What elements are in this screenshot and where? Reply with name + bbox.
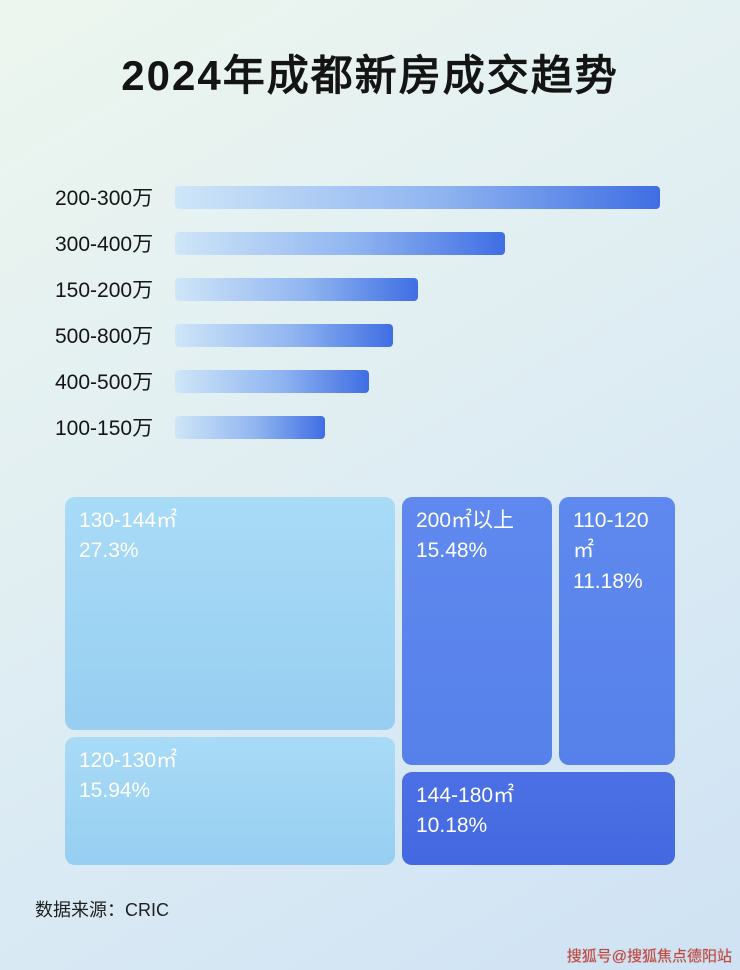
tile-value: 27.3% xyxy=(79,539,139,563)
bar-row: 400-500万 xyxy=(55,358,685,404)
page-title: 2024年成都新房成交趋势 xyxy=(121,52,619,99)
tile-value: 11.18% xyxy=(573,569,643,593)
treemap-tile-130-144: 130-144㎡ 27.3% xyxy=(65,497,395,730)
bar-category-label: 100-150万 xyxy=(55,417,154,440)
bar xyxy=(175,369,369,393)
tile-label: 110-120㎡ xyxy=(573,509,649,563)
tile-label: 120-130㎡ xyxy=(79,749,178,772)
bar-track xyxy=(175,415,660,439)
bar-track xyxy=(175,231,660,255)
treemap-tile-200plus: 200㎡以上 15.48% xyxy=(402,497,552,765)
bar-row: 100-150万 xyxy=(55,404,685,450)
bar xyxy=(175,185,660,209)
tile-value: 15.94% xyxy=(79,779,151,803)
bar-row: 300-400万 xyxy=(55,220,685,266)
tile-value: 15.48% xyxy=(416,539,488,563)
tile-value: 10.18% xyxy=(416,814,488,838)
bar-track xyxy=(175,277,660,301)
treemap-tile-110-120: 110-120㎡ 11.18% xyxy=(559,497,675,765)
price-range-bar-chart: 200-300万 300-400万 150-200万 500-800万 400-… xyxy=(55,174,685,450)
data-source-note: 数据来源：CRIC xyxy=(35,900,169,920)
bar-track xyxy=(175,369,660,393)
area-share-treemap: 130-144㎡ 27.3% 120-130㎡ 15.94% 200㎡以上 15… xyxy=(65,497,675,865)
bar-category-label: 400-500万 xyxy=(55,371,154,394)
bar-track xyxy=(175,323,660,347)
tile-label: 144-180㎡ xyxy=(416,784,515,807)
bar-category-label: 200-300万 xyxy=(55,187,154,210)
tile-label: 130-144㎡ xyxy=(79,509,178,532)
treemap-tile-144-180: 144-180㎡ 10.18% xyxy=(402,772,675,865)
watermark-text: 搜狐号@搜狐焦点德阳站 xyxy=(566,948,732,965)
treemap-tile-120-130: 120-130㎡ 15.94% xyxy=(65,737,395,865)
bar-row: 200-300万 xyxy=(55,174,685,220)
bar-row: 500-800万 xyxy=(55,312,685,358)
bar-track xyxy=(175,185,660,209)
bar-category-label: 500-800万 xyxy=(55,325,154,348)
bar xyxy=(175,323,394,347)
bar xyxy=(175,415,326,439)
bar-category-label: 300-400万 xyxy=(55,233,154,256)
bar xyxy=(175,231,505,255)
bar-category-label: 150-200万 xyxy=(55,279,154,302)
tile-label: 200㎡以上 xyxy=(416,509,515,532)
bar xyxy=(175,277,418,301)
bar-row: 150-200万 xyxy=(55,266,685,312)
